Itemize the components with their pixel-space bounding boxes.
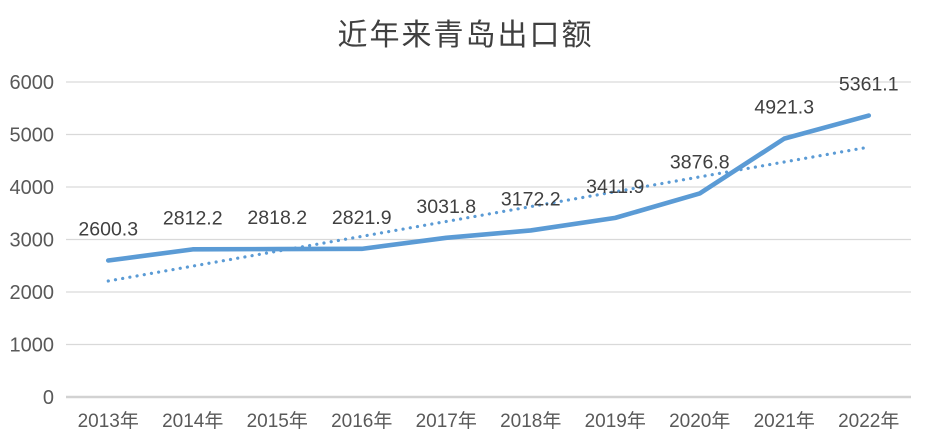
y-axis-tick-label: 6000 (10, 72, 55, 94)
y-axis-tick-label: 3000 (10, 230, 55, 252)
data-label: 2818.2 (247, 207, 307, 229)
data-label: 5361.1 (839, 74, 899, 96)
trendline-dotted (106, 145, 871, 283)
data-label: 2600.3 (78, 218, 138, 240)
x-axis-tick-label: 2013年 (78, 410, 139, 432)
x-axis-tick-label: 2020年 (669, 410, 730, 432)
data-label: 3172.2 (501, 188, 561, 210)
chart-title: 近年来青岛出口额 (337, 19, 594, 52)
x-axis-tick-label: 2021年 (754, 410, 815, 432)
data-label: 2821.9 (332, 207, 392, 229)
x-axis-tick-label: 2016年 (331, 410, 392, 432)
y-axis-tick-label: 2000 (10, 282, 55, 304)
data-label: 2812.2 (163, 207, 223, 229)
x-axis-tick-label: 2017年 (416, 410, 477, 432)
data-label: 4921.3 (754, 97, 814, 119)
data-label: 3031.8 (416, 196, 476, 218)
series-line (105, 113, 872, 263)
x-axis-tick-label: 2015年 (247, 410, 308, 432)
y-axis-tick-label: 4000 (10, 177, 55, 199)
x-axis-tick-label: 2019年 (585, 410, 646, 432)
x-axis-tick-label: 2022年 (838, 410, 899, 432)
y-axis-tick-label: 0 (43, 387, 54, 409)
x-axis-tick-label: 2014年 (162, 410, 223, 432)
data-label: 3876.8 (670, 151, 730, 173)
x-axis-tick-label: 2018年 (500, 410, 561, 432)
y-axis-tick-label: 5000 (10, 125, 55, 147)
data-label: 3411.9 (586, 176, 644, 198)
y-axis-tick-label: 1000 (10, 335, 55, 357)
